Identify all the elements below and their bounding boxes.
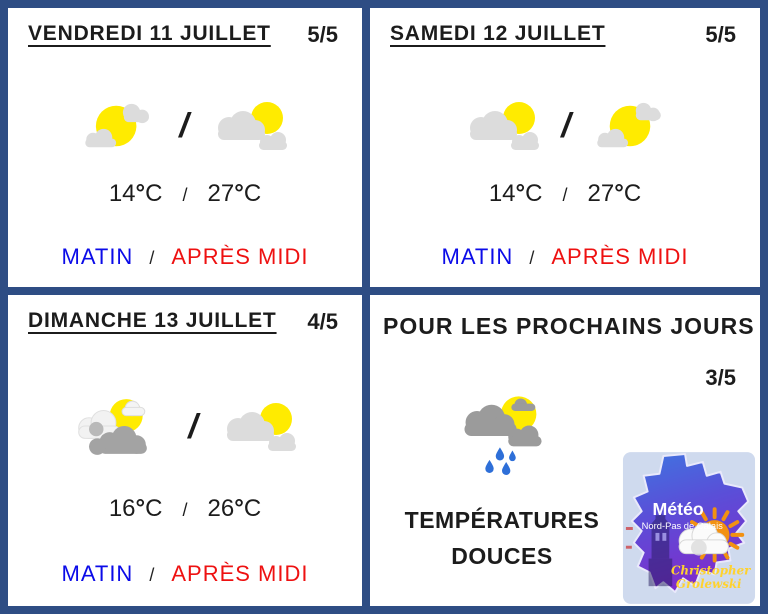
weather-icons-row: / (370, 98, 760, 154)
degree-symbol: ° (135, 495, 146, 522)
morning-label: MATIN (61, 244, 134, 269)
temp-afternoon: 27°C (207, 180, 262, 207)
temp-afternoon: 27°C (587, 180, 642, 207)
slash-separator: / (149, 565, 156, 585)
weather-icons-row: / (8, 98, 362, 154)
slash-separator: / (529, 248, 536, 268)
degree-symbol: ° (234, 180, 244, 207)
degree-symbol: ° (614, 180, 624, 207)
logo-title: Météo (653, 499, 704, 519)
sun-with-clouds-icon (85, 103, 150, 148)
rating-badge: 5/5 (307, 22, 338, 47)
afternoon-label: APRÈS MIDI (171, 244, 309, 269)
temperatures-row: 14°C / 27°C (370, 180, 760, 208)
panel-samedi: SAMEDI 12 JUILLET 5/5 / 14°C / (370, 8, 760, 287)
logo-edge-artifacts (625, 527, 633, 549)
morning-label: MATIN (441, 244, 514, 269)
temperatures-row: 14°C / 27°C (8, 180, 362, 208)
slash-separator: / (149, 248, 156, 268)
next-days-title: POUR LES PROCHAINS JOURS (383, 313, 755, 339)
sun-with-clouds-icon (596, 102, 661, 148)
rating-badge: 4/5 (307, 309, 338, 334)
belfry-sketch (648, 513, 673, 587)
panel-header: DIMANCHE 13 JUILLET 4/5 (8, 295, 362, 335)
temp-morning: 16°C (108, 495, 163, 522)
logo-subtitle: Nord-Pas de Calais (642, 521, 723, 531)
rating-badge: 5/5 (705, 22, 736, 47)
panel-dimanche: DIMANCHE 13 JUILLET 4/5 / (8, 295, 362, 606)
afternoon-label: APRÈS MIDI (551, 244, 689, 269)
day-title: SAMEDI 12 JUILLET (390, 22, 606, 45)
degree-symbol: ° (135, 180, 146, 207)
rating-badge: 3/5 (705, 365, 736, 390)
summary-line1: TEMPÉRATURES (404, 507, 600, 533)
panel-prochains-jours: POUR LES PROCHAINS JOURS 3/5 TEMPÉRATURE… (370, 295, 760, 606)
slash-separator: / (179, 107, 189, 145)
sun-behind-clouds-icon (217, 102, 287, 150)
weather-icons-row: / (8, 395, 362, 459)
slash-separator: / (561, 107, 571, 145)
day-title: VENDREDI 11 JUILLET (28, 22, 271, 45)
sun-behind-clouds-icon (470, 102, 540, 150)
temp-morning: 14°C (108, 180, 163, 207)
daypart-labels-row: MATIN / APRÈS MIDI (370, 244, 760, 270)
sun-behind-clouds-icon (226, 403, 296, 451)
logo-signature-last: Grolewski (676, 577, 742, 591)
sun-with-dark-clouds-icon (78, 399, 148, 455)
slash-separator: / (188, 408, 198, 446)
morning-label: MATIN (61, 561, 134, 586)
next-days-summary: TEMPÉRATURES DOUCES (382, 503, 622, 574)
panel-header: VENDREDI 11 JUILLET 5/5 (8, 8, 362, 48)
panel-vendredi: VENDREDI 11 JUILLET 5/5 / 14°C (8, 8, 362, 287)
panel-header: SAMEDI 12 JUILLET 5/5 (370, 8, 760, 48)
temp-morning: 14°C (488, 180, 543, 207)
day-title: DIMANCHE 13 JUILLET (28, 309, 277, 332)
daypart-labels-row: MATIN / APRÈS MIDI (8, 561, 362, 587)
degree-symbol: ° (515, 180, 526, 207)
daypart-labels-row: MATIN / APRÈS MIDI (8, 244, 362, 270)
meteo-nord-pas-de-calais-logo: Météo Nord-Pas de Calais Christopher Gro… (622, 452, 756, 604)
logo-signature-first: Christopher (671, 563, 751, 577)
logo-cloud-icon (678, 522, 729, 555)
degree-symbol: ° (234, 495, 244, 522)
sun-cloud-rain-icon (464, 396, 542, 476)
temp-afternoon: 26°C (207, 495, 262, 522)
slash-separator: / (182, 185, 188, 205)
slash-separator: / (182, 500, 188, 520)
slash-separator: / (562, 185, 568, 205)
afternoon-label: APRÈS MIDI (171, 561, 309, 586)
temperatures-row: 16°C / 26°C (8, 495, 362, 523)
rain-drops (485, 447, 516, 476)
summary-line2: DOUCES (451, 542, 553, 569)
